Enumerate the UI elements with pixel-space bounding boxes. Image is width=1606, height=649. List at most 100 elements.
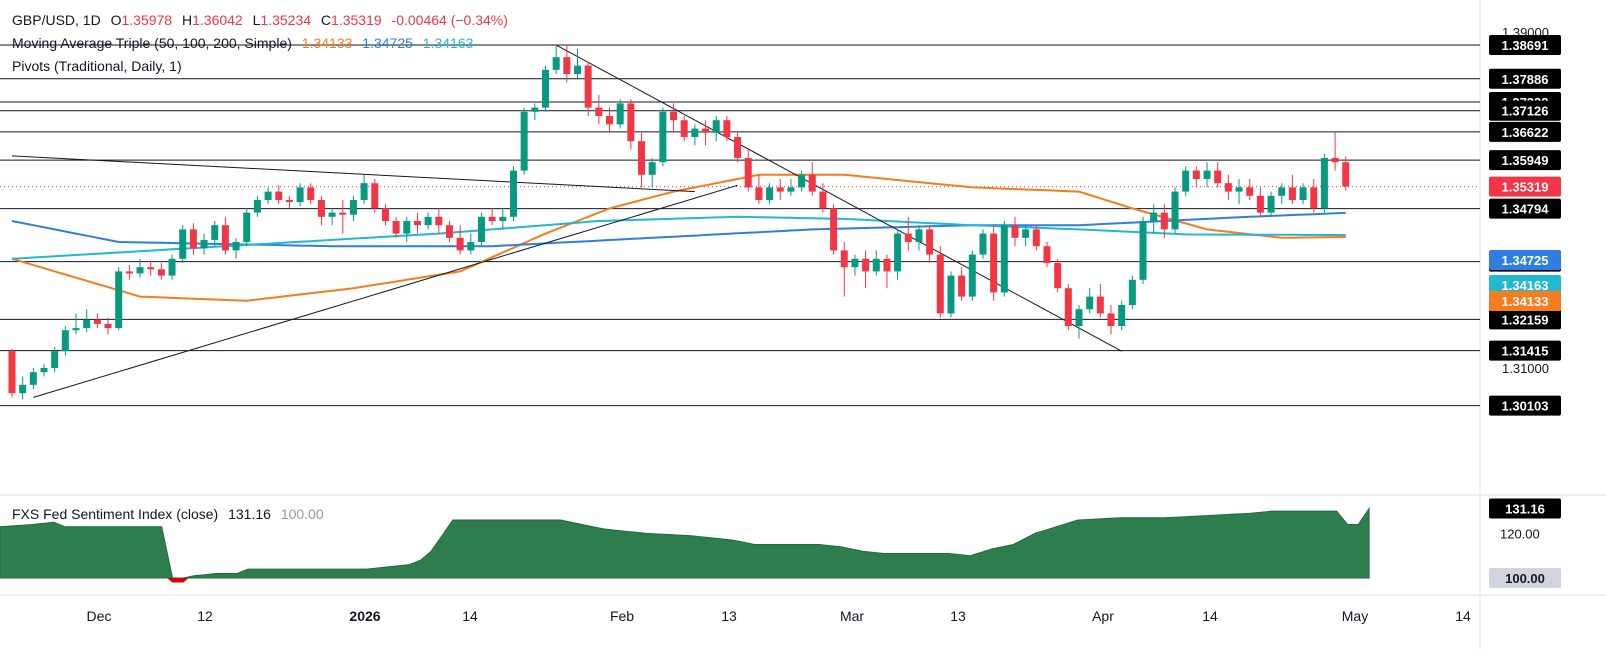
pivot-label-text: 1.37126 xyxy=(1502,104,1549,119)
candle-body xyxy=(595,107,603,116)
candle xyxy=(157,263,165,280)
candle-body xyxy=(445,225,453,238)
candle-body xyxy=(606,116,614,125)
candle-body xyxy=(1342,162,1350,187)
candle-body xyxy=(990,233,998,293)
candle-body xyxy=(29,372,37,385)
candle xyxy=(766,183,774,205)
candle xyxy=(872,250,880,276)
candle-body xyxy=(125,271,133,274)
candle-body xyxy=(61,330,69,352)
candle-body xyxy=(1043,246,1051,263)
candle xyxy=(1118,300,1126,331)
candle xyxy=(1192,166,1200,188)
candle xyxy=(712,116,720,142)
candle-body xyxy=(883,258,891,272)
candle-body xyxy=(285,200,293,203)
y-tick-label: 1.31000 xyxy=(1502,361,1549,376)
candle-body xyxy=(926,229,934,255)
x-tick-label: 13 xyxy=(721,608,737,624)
candle-body xyxy=(72,328,80,331)
candle xyxy=(1032,225,1040,251)
candle-body xyxy=(104,323,112,329)
price-label: 1.34163 xyxy=(1489,275,1561,295)
candle xyxy=(776,179,784,200)
candle-body xyxy=(680,120,688,137)
candle-body xyxy=(1118,305,1126,326)
x-tick-label: 2026 xyxy=(349,608,380,624)
candle xyxy=(1235,179,1243,205)
candle-body xyxy=(1224,183,1232,192)
candle-body xyxy=(766,187,774,200)
candle-body xyxy=(734,137,742,158)
x-tick-label: Apr xyxy=(1092,608,1114,624)
sentiment-negative-area xyxy=(167,578,189,583)
pivot-label: 1.32159 xyxy=(1489,309,1561,330)
candle xyxy=(680,116,688,142)
candle-body xyxy=(264,191,272,200)
candle-body xyxy=(1022,229,1030,238)
candle xyxy=(1022,225,1030,247)
candle xyxy=(317,195,325,226)
price-label-text: 1.35319 xyxy=(1502,180,1549,195)
price-label-box xyxy=(1489,275,1561,295)
candle xyxy=(253,195,261,217)
symbol-label: GBP/USD, 1D xyxy=(12,12,101,28)
candle xyxy=(509,166,517,221)
candle xyxy=(1246,179,1254,200)
pivot-label-text: 1.31415 xyxy=(1502,344,1549,359)
candle xyxy=(915,225,923,251)
candle-body xyxy=(477,216,485,242)
price-label-text: 1.34133 xyxy=(1502,294,1549,309)
candle-body xyxy=(968,254,976,297)
candle xyxy=(1150,204,1158,234)
candle xyxy=(1278,183,1286,205)
candle-body xyxy=(221,225,229,251)
candle xyxy=(307,183,315,205)
sentiment-base-text: 100.00 xyxy=(1505,571,1545,586)
candle xyxy=(883,254,891,289)
candle-body xyxy=(136,267,144,274)
candle xyxy=(1267,191,1275,217)
price-label-box xyxy=(1489,176,1561,197)
candle-body xyxy=(691,128,699,137)
candle-body xyxy=(531,107,539,112)
candle xyxy=(1086,288,1094,314)
candle-body xyxy=(1096,296,1104,314)
candle xyxy=(947,271,955,318)
candle xyxy=(1064,284,1072,331)
pivot-label-text: 1.34794 xyxy=(1502,202,1550,217)
candle-body xyxy=(211,225,219,240)
candle xyxy=(670,103,678,133)
ohlc-legend: GBP/USD, 1D O1.35978 H1.36042 L1.35234 C… xyxy=(12,12,514,28)
candle xyxy=(787,179,795,196)
candle xyxy=(1256,187,1264,217)
time-axis[interactable]: Dec 12 2026 14 Feb 13 Mar 13 Apr 14 May 14 xyxy=(87,608,1471,624)
high-label: H1.36042 xyxy=(181,12,243,28)
candle-body xyxy=(755,187,763,200)
candle-body xyxy=(307,187,315,200)
candle-body xyxy=(8,351,16,394)
trendline xyxy=(11,155,695,193)
candle xyxy=(1299,183,1307,205)
candle-body xyxy=(1171,191,1179,230)
price-axis[interactable]: 1.390001.310001.386911.378861.373321.371… xyxy=(1489,25,1561,588)
candle-body xyxy=(787,187,795,192)
candle xyxy=(691,124,699,146)
pivot-label-text: 1.30103 xyxy=(1502,399,1549,414)
sentiment-pane[interactable] xyxy=(0,506,1370,583)
candle xyxy=(616,99,624,129)
candle xyxy=(499,208,507,230)
candle-body xyxy=(360,183,368,200)
pivot-label-box xyxy=(1489,121,1561,142)
candle xyxy=(381,204,389,226)
candle xyxy=(285,195,293,209)
x-tick-label: Mar xyxy=(840,608,864,624)
price-label: 1.34133 xyxy=(1489,291,1561,311)
trendline xyxy=(33,184,738,398)
candle xyxy=(40,363,48,377)
candle xyxy=(627,99,635,150)
x-tick-label: May xyxy=(1342,608,1368,624)
